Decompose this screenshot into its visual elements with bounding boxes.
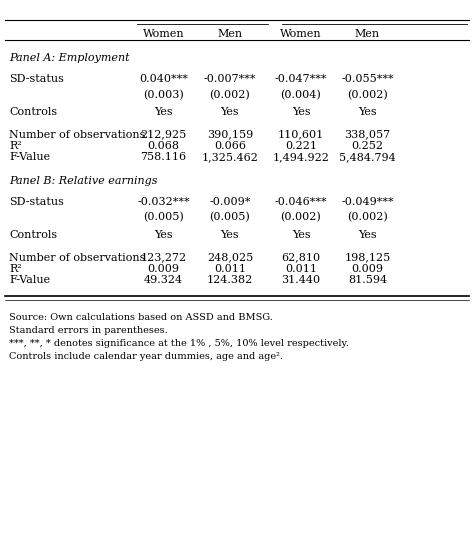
Text: (0.004): (0.004) bbox=[281, 89, 321, 100]
Text: 198,125: 198,125 bbox=[344, 253, 391, 263]
Text: 0.009: 0.009 bbox=[351, 264, 383, 274]
Text: Panel A: Employment: Panel A: Employment bbox=[9, 53, 130, 63]
Text: R²: R² bbox=[9, 141, 22, 151]
Text: Yes: Yes bbox=[154, 230, 173, 240]
Text: (0.005): (0.005) bbox=[143, 212, 184, 222]
Text: Yes: Yes bbox=[154, 107, 173, 117]
Text: Men: Men bbox=[355, 29, 380, 39]
Text: Controls: Controls bbox=[9, 230, 58, 240]
Text: 0.040***: 0.040*** bbox=[139, 74, 188, 84]
Text: 248,025: 248,025 bbox=[207, 253, 253, 263]
Text: 5,484.794: 5,484.794 bbox=[339, 152, 396, 162]
Text: 81.594: 81.594 bbox=[348, 275, 387, 285]
Text: F-Value: F-Value bbox=[9, 275, 51, 285]
Text: 124.382: 124.382 bbox=[207, 275, 253, 285]
Text: 390,159: 390,159 bbox=[207, 130, 253, 140]
Text: Yes: Yes bbox=[292, 107, 310, 117]
Text: (0.002): (0.002) bbox=[347, 212, 388, 222]
Text: 62,810: 62,810 bbox=[282, 253, 320, 263]
Text: F-Value: F-Value bbox=[9, 152, 51, 162]
Text: 0.066: 0.066 bbox=[214, 141, 246, 151]
Text: 0.011: 0.011 bbox=[285, 264, 317, 274]
Text: -0.046***: -0.046*** bbox=[274, 197, 328, 207]
Text: Panel B: Relative earnings: Panel B: Relative earnings bbox=[9, 176, 158, 186]
Text: ***, **, * denotes significance at the 1% , 5%, 10% level respectively.: ***, **, * denotes significance at the 1… bbox=[9, 339, 349, 348]
Text: -0.049***: -0.049*** bbox=[341, 197, 394, 207]
Text: 0.068: 0.068 bbox=[147, 141, 180, 151]
Text: Number of observations: Number of observations bbox=[9, 130, 146, 140]
Text: Yes: Yes bbox=[358, 230, 377, 240]
Text: 31.440: 31.440 bbox=[282, 275, 320, 285]
Text: Women: Women bbox=[143, 29, 184, 39]
Text: (0.002): (0.002) bbox=[347, 89, 388, 100]
Text: Number of observations: Number of observations bbox=[9, 253, 146, 263]
Text: -0.009*: -0.009* bbox=[209, 197, 251, 207]
Text: Yes: Yes bbox=[358, 107, 377, 117]
Text: 212,925: 212,925 bbox=[140, 130, 187, 140]
Text: Men: Men bbox=[217, 29, 243, 39]
Text: Source: Own calculations based on ASSD and BMSG.: Source: Own calculations based on ASSD a… bbox=[9, 313, 273, 322]
Text: 758.116: 758.116 bbox=[140, 152, 187, 162]
Text: 338,057: 338,057 bbox=[344, 130, 391, 140]
Text: SD-status: SD-status bbox=[9, 197, 64, 207]
Text: (0.005): (0.005) bbox=[210, 212, 250, 222]
Text: -0.007***: -0.007*** bbox=[204, 74, 256, 84]
Text: 110,601: 110,601 bbox=[278, 130, 324, 140]
Text: Yes: Yes bbox=[220, 107, 239, 117]
Text: -0.047***: -0.047*** bbox=[275, 74, 327, 84]
Text: 49.324: 49.324 bbox=[144, 275, 183, 285]
Text: Yes: Yes bbox=[292, 230, 310, 240]
Text: 0.252: 0.252 bbox=[351, 141, 383, 151]
Text: Standard errors in parentheses.: Standard errors in parentheses. bbox=[9, 326, 168, 335]
Text: R²: R² bbox=[9, 264, 22, 274]
Text: (0.002): (0.002) bbox=[281, 212, 321, 222]
Text: SD-status: SD-status bbox=[9, 74, 64, 84]
Text: 0.221: 0.221 bbox=[285, 141, 317, 151]
Text: (0.002): (0.002) bbox=[210, 89, 250, 100]
Text: Yes: Yes bbox=[220, 230, 239, 240]
Text: 0.011: 0.011 bbox=[214, 264, 246, 274]
Text: 1,325.462: 1,325.462 bbox=[201, 152, 258, 162]
Text: (0.003): (0.003) bbox=[143, 89, 184, 100]
Text: -0.055***: -0.055*** bbox=[341, 74, 394, 84]
Text: Controls: Controls bbox=[9, 107, 58, 117]
Text: Controls include calendar year dummies, age and age².: Controls include calendar year dummies, … bbox=[9, 352, 283, 361]
Text: 1,494.922: 1,494.922 bbox=[273, 152, 329, 162]
Text: -0.032***: -0.032*** bbox=[137, 197, 190, 207]
Text: 123,272: 123,272 bbox=[140, 253, 187, 263]
Text: Women: Women bbox=[280, 29, 322, 39]
Text: 0.009: 0.009 bbox=[147, 264, 180, 274]
